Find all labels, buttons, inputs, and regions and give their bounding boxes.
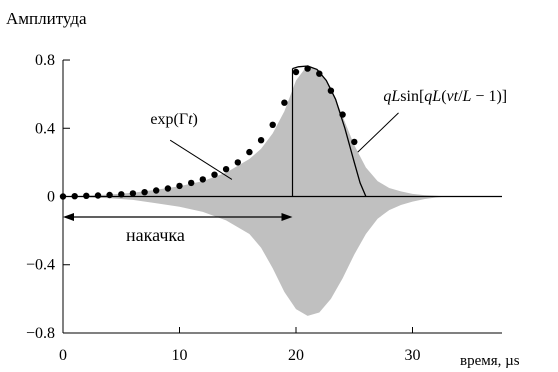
data-point xyxy=(106,191,113,199)
x-tick-label: 20 xyxy=(288,347,304,364)
data-point xyxy=(176,182,183,190)
data-point xyxy=(71,193,78,200)
data-point xyxy=(327,87,335,94)
x-axis-label: время, µs xyxy=(460,353,520,369)
x-tick-label: 30 xyxy=(405,347,421,364)
data-point xyxy=(141,189,148,196)
data-point xyxy=(211,171,218,178)
data-point xyxy=(269,121,276,128)
x-tick-label: 0 xyxy=(59,347,67,364)
data-point xyxy=(83,192,90,199)
y-tick-label: −0.4 xyxy=(26,257,55,274)
data-point xyxy=(281,99,288,106)
data-point xyxy=(118,191,125,198)
y-tick-label: −0.8 xyxy=(26,325,55,342)
data-point xyxy=(234,159,241,166)
data-point xyxy=(188,179,195,187)
pump-arrow-right-head xyxy=(281,212,293,221)
annotations-group: накачка exp(Γt) qLsin[qL(vt/L − 1)] xyxy=(63,88,507,245)
data-point xyxy=(59,193,67,200)
exp-pointer-line xyxy=(169,139,233,180)
data-point xyxy=(222,166,230,173)
y-tick-label: 0.4 xyxy=(35,120,55,137)
sine-fit-label: qLsin[qL(vt/L − 1)] xyxy=(383,88,507,105)
data-point xyxy=(304,65,311,72)
data-point xyxy=(153,187,160,194)
points-group xyxy=(59,65,358,200)
y-tick-label: 0 xyxy=(47,189,55,206)
data-point xyxy=(257,137,265,144)
x-tick-label: 10 xyxy=(172,347,188,364)
exp-label: exp(Γt) xyxy=(150,111,197,128)
data-point xyxy=(316,70,323,77)
pump-label: накачка xyxy=(126,225,185,245)
data-point xyxy=(129,190,137,197)
y-tick-label: 0.8 xyxy=(35,52,55,69)
data-point xyxy=(339,111,346,118)
data-point xyxy=(164,185,172,192)
sine-pointer-line xyxy=(357,112,399,153)
data-point xyxy=(246,148,253,156)
pump-arrow-left-head xyxy=(63,212,74,221)
data-point xyxy=(94,192,102,199)
ticks-group: 0.80.40−0.4−0.80 10 20 30 xyxy=(26,52,421,364)
data-point xyxy=(292,68,300,76)
envelope-area-group xyxy=(63,65,448,316)
data-point xyxy=(351,138,358,146)
data-point xyxy=(199,176,206,183)
signal-envelope-area xyxy=(63,65,448,316)
y-axis-label: Амплитуда xyxy=(6,9,87,28)
